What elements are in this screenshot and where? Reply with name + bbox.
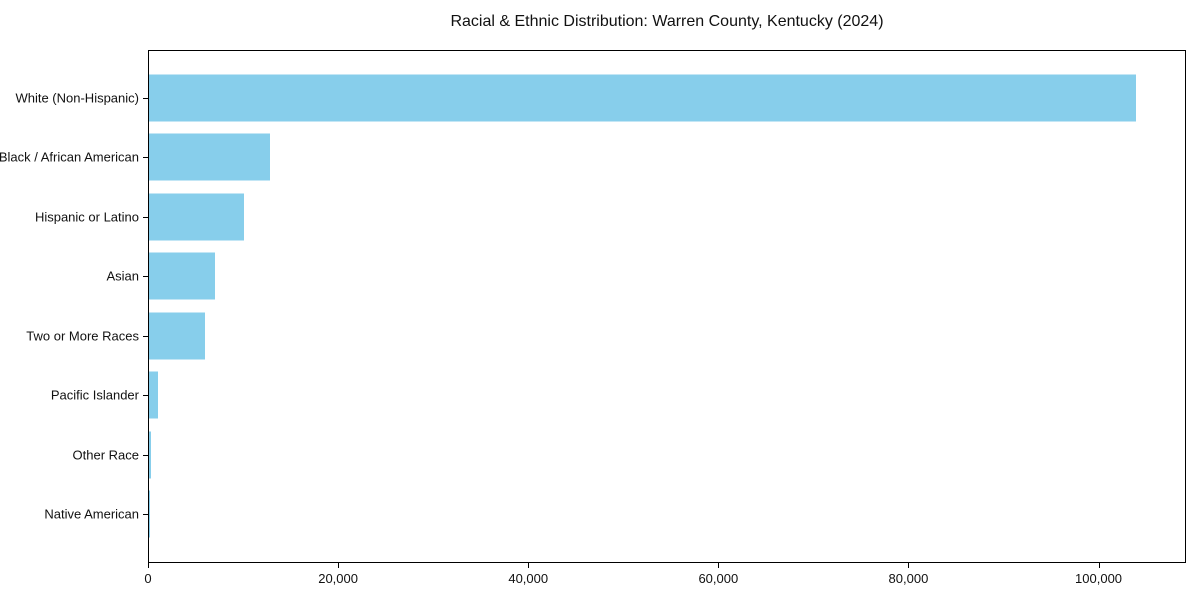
y-tick-label: Hispanic or Latino	[34, 209, 139, 225]
y-tick-mark	[143, 454, 148, 456]
y-tick-label: Native American	[44, 506, 139, 522]
bar	[149, 252, 216, 300]
category-row: Two or More Races	[26, 306, 1185, 366]
y-tick-label: Other Race	[72, 447, 139, 463]
y-tick-mark	[143, 276, 148, 278]
bar	[149, 490, 150, 538]
y-tick-label: Black / African American	[0, 149, 139, 165]
bar-rows: White (Non-Hispanic) Black / African Amer…	[0, 51, 1185, 562]
bar	[149, 133, 271, 181]
y-tick-mark	[143, 97, 148, 99]
x-tick-mark	[718, 563, 720, 568]
x-tick-mark	[908, 563, 910, 568]
x-tick-label: 60,000	[698, 571, 739, 586]
x-tick-mark	[528, 563, 530, 568]
category-row: Black / African American	[0, 128, 1185, 188]
category-row: Native American	[44, 485, 1185, 545]
x-tick-mark	[1098, 563, 1100, 568]
category-row: White (Non-Hispanic)	[15, 68, 1185, 128]
x-tick-label: 80,000	[888, 571, 929, 586]
bar	[149, 371, 159, 419]
y-tick-label: Pacific Islander	[50, 387, 139, 403]
x-tick-mark	[148, 563, 149, 568]
bar	[149, 431, 151, 479]
y-tick-label: Asian	[106, 268, 139, 284]
chart-title: Racial & Ethnic Distribution: Warren Cou…	[450, 13, 884, 30]
bar	[149, 193, 244, 241]
category-row: Hispanic or Latino	[35, 187, 1185, 247]
x-axis-ticks: 0 20,000 40,000 60,000 80,000 100,000	[144, 563, 1186, 595]
bar	[149, 312, 205, 360]
x-tick-mark	[338, 563, 340, 568]
x-tick-label: 0	[144, 571, 152, 586]
x-tick-label: 20,000	[318, 571, 358, 586]
y-tick-mark	[143, 395, 148, 397]
y-tick-label: Two or More Races	[26, 328, 139, 344]
y-tick-label: White (Non-Hispanic)	[15, 90, 139, 106]
category-row: Other Race	[73, 425, 1185, 485]
y-tick-mark	[143, 335, 148, 337]
plot-area: White (Non-Hispanic) Black / African Amer…	[0, 50, 1186, 563]
bar	[149, 74, 1136, 122]
x-tick-label: 100,000	[1075, 571, 1123, 586]
y-tick-mark	[143, 216, 148, 218]
category-row: Pacific Islander	[51, 366, 1185, 426]
category-row: Asian	[106, 247, 1185, 307]
y-tick-mark	[143, 157, 148, 159]
x-tick-label: 40,000	[508, 571, 549, 586]
y-tick-mark	[143, 514, 148, 516]
